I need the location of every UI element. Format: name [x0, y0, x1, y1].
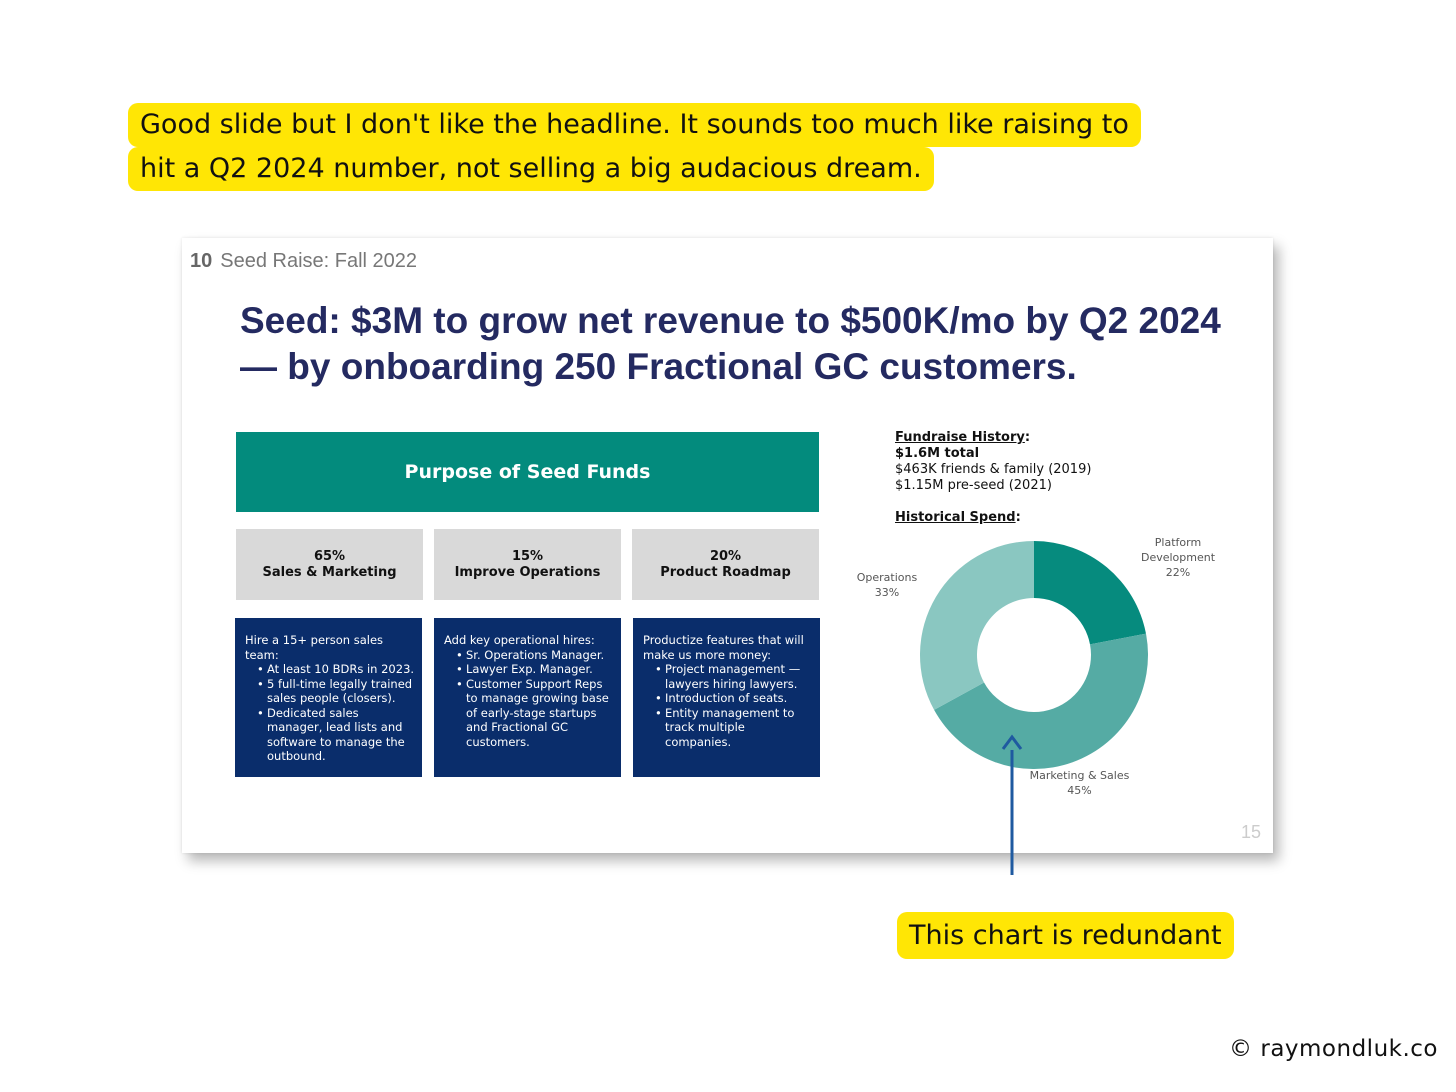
- category-improve-operations: 15% Improve Operations: [434, 529, 621, 600]
- fundraise-line-2: $1.15M pre-seed (2021): [895, 478, 1052, 493]
- detail-intro: Add key operational hires:: [444, 633, 595, 647]
- detail-bullet: Introduction of seats.: [655, 691, 814, 706]
- slide-headline: Seed: $3M to grow net revenue to $500K/m…: [240, 298, 1250, 390]
- feedback-note-line-2: hit a Q2 2024 number, not selling a big …: [128, 147, 934, 191]
- category-label: Product Roadmap: [660, 564, 791, 580]
- category-label: Sales & Marketing: [262, 564, 397, 580]
- category-label: Improve Operations: [454, 564, 601, 580]
- detail-bullet: Entity management to track multiple comp…: [655, 706, 814, 750]
- detail-list: Project management — lawyers hiring lawy…: [643, 662, 814, 749]
- detail-bullet: Customer Support Reps to manage growing …: [456, 677, 615, 750]
- slice-label-platform-development: Platform Development 22%: [1140, 536, 1216, 579]
- historical-spend-donut-chart: [920, 541, 1148, 769]
- fundraise-total: $1.6M total: [895, 446, 980, 461]
- detail-bullet: Project management — lawyers hiring lawy…: [655, 662, 814, 691]
- category-pct: 20%: [709, 548, 742, 564]
- copyright-credit: © raymondluk.co: [1229, 1036, 1438, 1062]
- purpose-banner: Purpose of Seed Funds: [236, 432, 819, 512]
- donut-slice-operations: [920, 541, 1034, 710]
- headline-line-1: Seed: $3M to grow net revenue to $500K/m…: [240, 300, 1221, 341]
- detail-list: Sr. Operations Manager. Lawyer Exp. Mana…: [444, 648, 615, 750]
- slide-meta: 10 Seed Raise: Fall 2022: [190, 250, 417, 273]
- category-sales-marketing: 65% Sales & Marketing: [236, 529, 423, 600]
- redundant-chart-note: This chart is redundant: [897, 912, 1234, 959]
- detail-product-roadmap: Productize features that will make us mo…: [633, 618, 820, 777]
- donut-slice-marketing-sales: [934, 633, 1148, 769]
- fundraise-title: Fundraise History: [895, 430, 1025, 445]
- detail-intro: Hire a 15+ person sales team:: [245, 633, 384, 662]
- historical-spend-title: Historical Spend:: [895, 510, 1021, 525]
- detail-bullet: Dedicated sales manager, lead lists and …: [257, 706, 416, 764]
- slide-number: 10: [190, 250, 213, 272]
- detail-bullet: 5 full-time legally trained sales people…: [257, 677, 416, 706]
- detail-bullet: At least 10 BDRs in 2023.: [257, 662, 416, 677]
- detail-bullet: Sr. Operations Manager.: [456, 648, 615, 663]
- headline-line-2: — by onboarding 250 Fractional GC custom…: [240, 346, 1077, 387]
- fundraise-history: Fundraise History: $1.6M total $463K fri…: [895, 430, 1092, 493]
- slice-label-marketing-sales: Marketing & Sales 45%: [1029, 769, 1130, 797]
- fundraise-line-1: $463K friends & family (2019): [895, 462, 1092, 477]
- page-number: 15: [1240, 822, 1261, 842]
- detail-sales-marketing: Hire a 15+ person sales team: At least 1…: [235, 618, 422, 777]
- detail-bullet: Lawyer Exp. Manager.: [456, 662, 615, 677]
- detail-list: At least 10 BDRs in 2023. 5 full-time le…: [245, 662, 416, 764]
- detail-intro: Productize features that will make us mo…: [643, 633, 804, 662]
- category-product-roadmap: 20% Product Roadmap: [632, 529, 819, 600]
- detail-improve-operations: Add key operational hires: Sr. Operation…: [434, 618, 621, 777]
- category-pct: 15%: [511, 548, 544, 564]
- feedback-note-line-1: Good slide but I don't like the headline…: [128, 103, 1141, 147]
- slide-card: 10 Seed Raise: Fall 2022 Seed: $3M to gro…: [182, 238, 1273, 853]
- slide-section: Seed Raise: Fall 2022: [220, 250, 418, 272]
- donut-slice-platform-development: [1034, 541, 1146, 645]
- slice-label-operations: Operations 33%: [856, 571, 918, 599]
- category-pct: 65%: [313, 548, 346, 564]
